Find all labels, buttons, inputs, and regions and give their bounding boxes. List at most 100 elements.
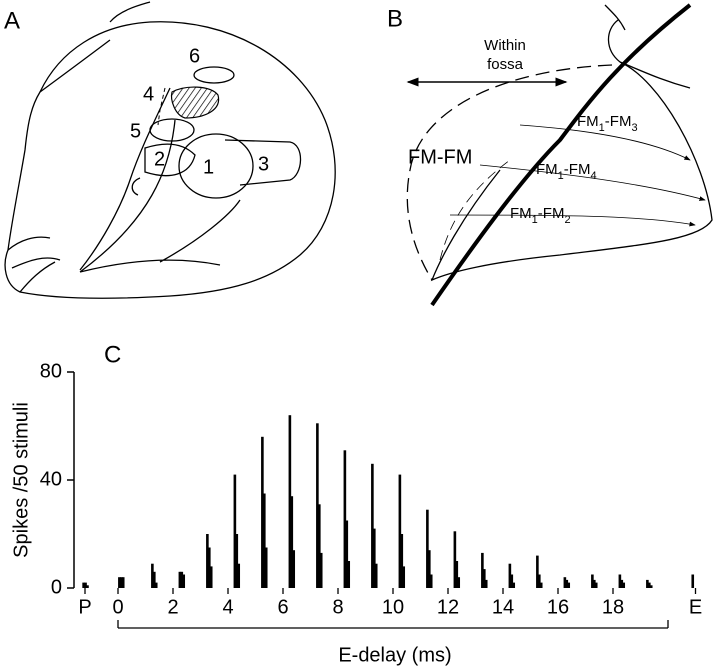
bar <box>86 585 89 588</box>
bar <box>374 563 378 588</box>
x-tick-label: 14 <box>492 596 514 618</box>
bar <box>235 534 239 588</box>
area-label: 1 <box>203 156 214 178</box>
bar <box>318 504 321 588</box>
panel-a: A 6 4 5 2 1 3 <box>4 1 336 299</box>
panel-label: A <box>4 7 20 34</box>
x-tick-label: 4 <box>222 596 233 618</box>
bar <box>593 579 596 588</box>
bar <box>649 585 653 588</box>
y-tick-label: 40 <box>40 468 62 490</box>
label-part: FM <box>510 205 532 222</box>
subscript: 4 <box>590 170 596 182</box>
bar <box>82 582 85 588</box>
pair-label: FM1-FM3 <box>577 113 638 134</box>
annotation: fossa <box>487 56 524 73</box>
bar <box>209 566 213 588</box>
x-tick-label: 8 <box>332 596 343 618</box>
bar <box>233 474 237 588</box>
y-axis-label: Spikes /50 stimuli <box>10 402 32 558</box>
bar <box>620 579 624 588</box>
bar <box>373 528 376 588</box>
bar <box>400 534 404 588</box>
bar <box>594 582 598 588</box>
area-label: 3 <box>258 153 269 175</box>
subscript: 3 <box>631 122 637 134</box>
axis-arrow <box>519 124 691 161</box>
area-label: 6 <box>189 45 200 67</box>
subscript: 1 <box>532 214 538 226</box>
brain-outline <box>4 21 336 299</box>
bar <box>538 574 541 588</box>
panel-label: B <box>387 5 403 32</box>
bar <box>483 569 486 588</box>
area-4 <box>170 86 220 119</box>
x-tick-label: 6 <box>277 596 288 618</box>
label-part: -FM <box>605 113 632 130</box>
area-1 <box>178 133 254 199</box>
x-tick-label: 0 <box>112 596 123 618</box>
bar <box>455 561 459 588</box>
bar <box>237 563 241 588</box>
area-5 <box>149 118 195 142</box>
bar <box>264 547 268 588</box>
bar <box>565 579 569 588</box>
bar <box>343 450 347 588</box>
bar <box>153 571 156 588</box>
bar <box>508 563 512 588</box>
bar <box>180 571 184 588</box>
label-part: FM <box>536 161 558 178</box>
subscript: 1 <box>558 170 564 182</box>
bar <box>453 531 457 588</box>
bar <box>261 436 264 588</box>
bar <box>206 534 209 588</box>
y-tick-label: 0 <box>51 576 62 598</box>
bar <box>84 582 87 588</box>
x-tick-label: P <box>78 596 91 618</box>
bar <box>567 582 571 588</box>
bar <box>622 582 626 588</box>
bar <box>618 574 622 588</box>
sulcus <box>79 87 241 273</box>
bar <box>316 423 319 588</box>
bar <box>646 579 649 588</box>
bar <box>591 574 594 588</box>
bar <box>151 563 154 588</box>
bar <box>402 566 406 588</box>
thick-sulcus <box>430 3 692 307</box>
sulcus <box>7 1 151 293</box>
x-tick-label: 10 <box>382 596 404 618</box>
fossa-edge <box>406 64 613 281</box>
bar <box>263 493 266 588</box>
x-tick-label: 12 <box>437 596 459 618</box>
panel-label: C <box>104 341 121 368</box>
area-6 <box>193 66 235 84</box>
panel-b: B Within fossa FM-FM FM1-FM3 FM1-FM4 FM1… <box>387 3 713 307</box>
bar <box>691 574 695 588</box>
panel-c: C Spikes /50 stimuli E-delay (ms) 0 40 8 0P… <box>10 341 702 666</box>
bar <box>290 496 294 588</box>
x-axis-label: E-delay (ms) <box>338 644 451 666</box>
subscript: 1 <box>599 122 605 134</box>
subscript: 2 <box>564 214 570 226</box>
label-part: -FM <box>564 161 591 178</box>
area-label: 4 <box>143 83 154 105</box>
bar <box>539 582 543 588</box>
bar <box>120 577 123 588</box>
bar <box>178 571 182 588</box>
bar <box>563 577 567 588</box>
x-tick-label: 16 <box>547 596 569 618</box>
area-label: 2 <box>154 148 165 170</box>
bar <box>319 552 323 588</box>
bar <box>428 550 431 588</box>
x-tick-label: 2 <box>167 596 178 618</box>
bar <box>292 550 296 588</box>
label-part: FM <box>577 113 599 130</box>
bar <box>347 561 351 588</box>
bar <box>457 577 461 588</box>
area-3-outline <box>224 139 302 186</box>
bar <box>118 577 121 588</box>
annotation: Within <box>484 37 526 54</box>
bar <box>484 579 488 588</box>
